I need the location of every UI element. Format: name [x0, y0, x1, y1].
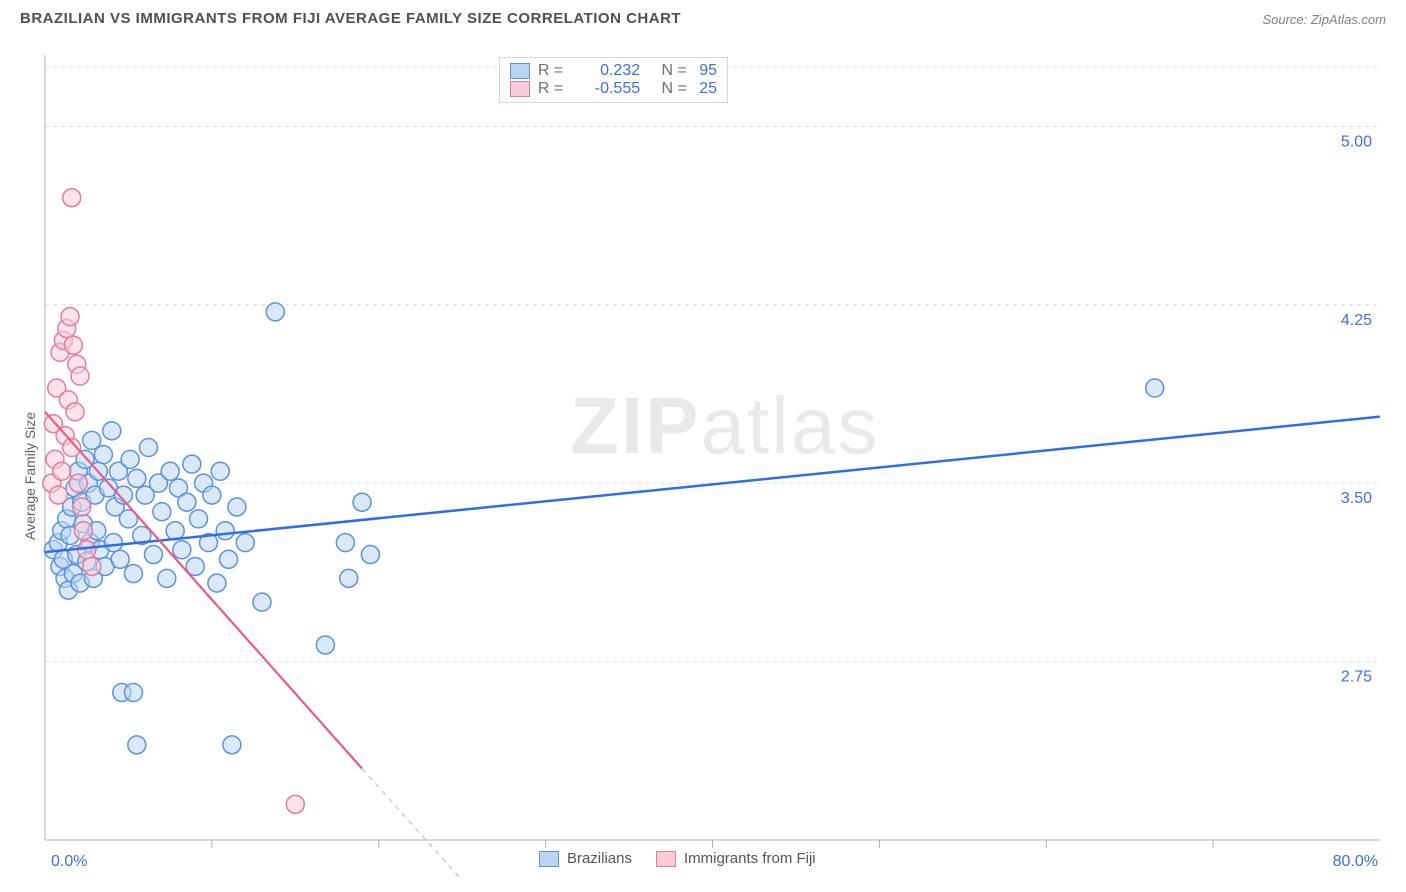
trend-line-extrapolated — [362, 769, 462, 881]
x-min-label: 0.0% — [51, 853, 87, 870]
correlation-scatter-chart: 2.75 3.50 4.25 5.00 0.0% 80.0% — [0, 0, 1406, 892]
data-point — [253, 593, 271, 611]
data-point — [161, 462, 179, 480]
y-tick-label: 5.00 — [1341, 133, 1372, 150]
correlation-legend: R = 0.232 N = 95R = -0.555 N = 25 — [499, 57, 728, 103]
data-point — [208, 574, 226, 592]
x-max-label: 80.0% — [1333, 853, 1378, 870]
data-point — [103, 422, 121, 440]
data-point — [121, 450, 139, 468]
data-point — [63, 189, 81, 207]
data-point — [216, 522, 234, 540]
y-tick-label: 2.75 — [1341, 669, 1372, 686]
data-point — [104, 534, 122, 552]
legend-swatch — [510, 81, 530, 97]
data-point — [211, 462, 229, 480]
legend-row: R = -0.555 N = 25 — [510, 80, 717, 98]
data-point — [336, 534, 354, 552]
data-point — [69, 474, 87, 492]
data-point — [173, 541, 191, 559]
data-point — [83, 557, 101, 575]
data-point — [111, 550, 129, 568]
data-point — [228, 498, 246, 516]
data-point — [94, 446, 112, 464]
legend-item: Immigrants from Fiji — [656, 850, 816, 867]
data-point — [223, 736, 241, 754]
data-point — [66, 403, 84, 421]
y-tick-label: 4.25 — [1341, 312, 1372, 329]
data-point — [183, 455, 201, 473]
y-tick-label: 3.50 — [1341, 490, 1372, 507]
data-point — [128, 736, 146, 754]
trend-line — [45, 417, 1380, 553]
data-point — [266, 303, 284, 321]
data-point — [178, 493, 196, 511]
series-legend: Brazilians Immigrants from Fiji — [539, 850, 816, 867]
data-point — [73, 498, 91, 516]
y-axis-label: Average Family Size — [22, 412, 38, 540]
data-point — [203, 486, 221, 504]
data-point — [190, 510, 208, 528]
legend-swatch — [539, 851, 559, 867]
data-point — [158, 569, 176, 587]
data-point — [128, 469, 146, 487]
data-point — [71, 367, 89, 385]
data-point — [1146, 379, 1164, 397]
data-point — [144, 546, 162, 564]
legend-item: Brazilians — [539, 850, 632, 867]
legend-swatch — [510, 63, 530, 79]
data-point — [49, 486, 67, 504]
data-point — [124, 684, 142, 702]
legend-row: R = 0.232 N = 95 — [510, 62, 717, 80]
data-point — [53, 462, 71, 480]
data-point — [353, 493, 371, 511]
data-point — [139, 439, 157, 457]
legend-swatch — [656, 851, 676, 867]
trend-line — [45, 412, 362, 769]
data-point — [124, 565, 142, 583]
data-point — [61, 308, 79, 326]
data-point — [220, 550, 238, 568]
data-point — [286, 795, 304, 813]
data-point — [74, 522, 92, 540]
data-point — [64, 336, 82, 354]
data-point — [153, 503, 171, 521]
data-point — [340, 569, 358, 587]
data-point — [236, 534, 254, 552]
data-point — [316, 636, 334, 654]
data-point — [361, 546, 379, 564]
